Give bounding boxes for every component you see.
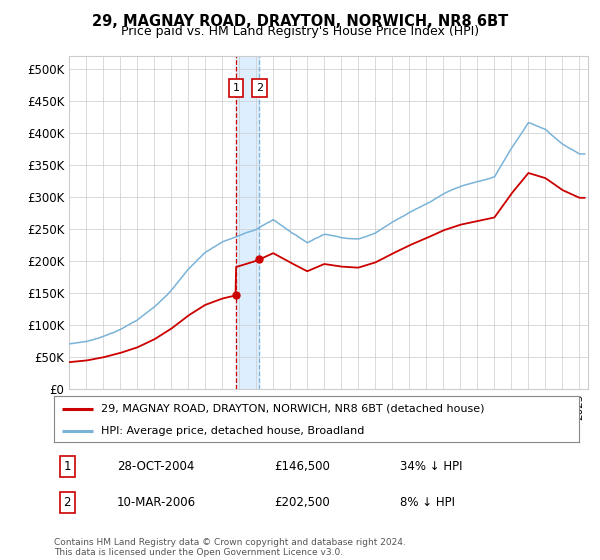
- Text: £202,500: £202,500: [275, 496, 330, 509]
- Text: 10-MAR-2006: 10-MAR-2006: [117, 496, 196, 509]
- Bar: [236, 56, 259, 389]
- Point: [232, 291, 241, 300]
- Text: Contains HM Land Registry data © Crown copyright and database right 2024.
This d: Contains HM Land Registry data © Crown c…: [54, 538, 406, 557]
- Text: Price paid vs. HM Land Registry's House Price Index (HPI): Price paid vs. HM Land Registry's House …: [121, 25, 479, 38]
- Text: 1: 1: [233, 83, 239, 93]
- Text: 28-OCT-2004: 28-OCT-2004: [117, 460, 194, 473]
- Text: 34% ↓ HPI: 34% ↓ HPI: [401, 460, 463, 473]
- Text: 1: 1: [64, 460, 71, 473]
- Text: 2: 2: [64, 496, 71, 509]
- Text: £146,500: £146,500: [275, 460, 331, 473]
- Text: HPI: Average price, detached house, Broadland: HPI: Average price, detached house, Broa…: [101, 426, 365, 436]
- Text: 8% ↓ HPI: 8% ↓ HPI: [401, 496, 455, 509]
- Point: [254, 255, 264, 264]
- Text: 2: 2: [256, 83, 263, 93]
- Text: 29, MAGNAY ROAD, DRAYTON, NORWICH, NR8 6BT: 29, MAGNAY ROAD, DRAYTON, NORWICH, NR8 6…: [92, 14, 508, 29]
- Text: 29, MAGNAY ROAD, DRAYTON, NORWICH, NR8 6BT (detached house): 29, MAGNAY ROAD, DRAYTON, NORWICH, NR8 6…: [101, 404, 485, 414]
